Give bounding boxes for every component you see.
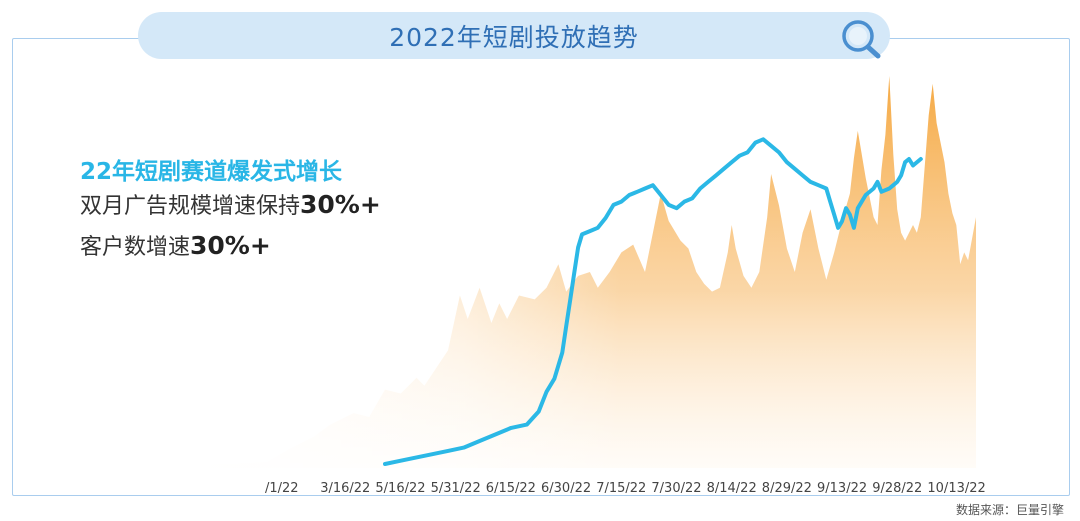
x-tick-label: /1/22 <box>265 481 299 496</box>
subline-client-growth: 客户数增速30%+ <box>80 229 271 261</box>
customer-count-line <box>383 137 923 466</box>
x-tick-label: 8/14/22 <box>707 481 757 496</box>
subline-ad-growth-text: 双月广告规模增速保持 <box>80 194 301 219</box>
subline-ad-growth-value: 30%+ <box>300 190 381 219</box>
x-tick-label: 7/15/22 <box>596 481 646 496</box>
magnifier-icon <box>842 20 881 59</box>
data-source: 数据来源：巨量引擎 <box>955 503 1064 517</box>
title-banner: 2022年短剧投放趋势 <box>138 12 890 59</box>
page-title: 2022年短剧投放趋势 <box>389 22 639 52</box>
headline: 22年短剧赛道爆发式增长 <box>80 159 343 185</box>
x-tick-label: 3/16/22 <box>320 481 370 496</box>
x-tick-label: 7/30/22 <box>651 481 701 496</box>
x-tick-label: 6/30/22 <box>541 481 591 496</box>
subline-client-growth-value: 30%+ <box>190 231 271 260</box>
subline-client-growth-text: 客户数增速 <box>80 235 191 260</box>
subline-ad-growth: 双月广告规模增速保持30%+ <box>80 188 381 220</box>
x-axis-ticks: /1/22 3/16/22 5/16/22 5/31/22 6/15/22 6/30/22… <box>265 481 986 496</box>
area-fade-overlay <box>188 76 976 468</box>
x-tick-label: 5/16/22 <box>375 481 425 496</box>
x-tick-label: 9/28/22 <box>872 481 922 496</box>
x-tick-label: 9/13/22 <box>817 481 867 496</box>
x-tick-label: 6/15/22 <box>486 481 536 496</box>
x-tick-label: 10/13/22 <box>927 481 985 496</box>
x-tick-label: 8/29/22 <box>762 481 812 496</box>
x-tick-label: 5/31/22 <box>431 481 481 496</box>
